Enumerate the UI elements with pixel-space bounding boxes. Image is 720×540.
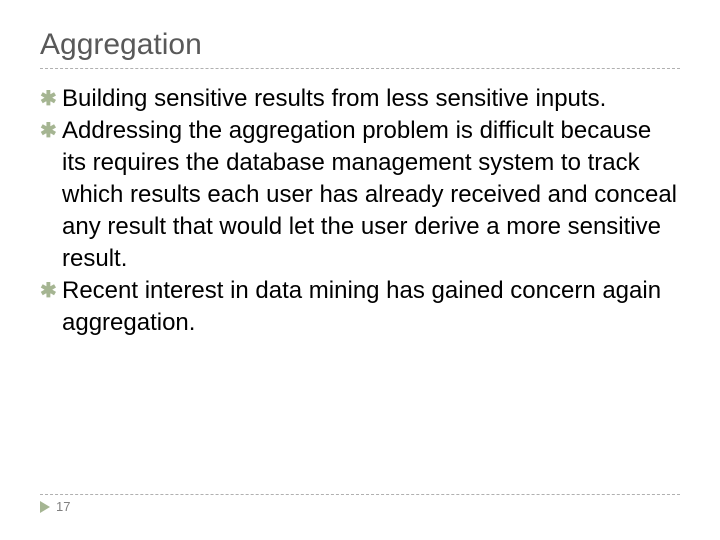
footer-row: 17 xyxy=(40,499,680,514)
slide-footer: 17 xyxy=(40,494,680,514)
bullet-item: ✱ Recent interest in data mining has gai… xyxy=(40,275,680,339)
footer-divider xyxy=(40,494,680,495)
slide: Aggregation ✱ Building sensitive results… xyxy=(0,0,720,540)
page-number: 17 xyxy=(56,499,70,514)
bullet-item: ✱ Building sensitive results from less s… xyxy=(40,83,680,115)
bullet-list: ✱ Building sensitive results from less s… xyxy=(40,83,680,339)
page-marker-icon xyxy=(40,501,50,513)
bullet-text: Building sensitive results from less sen… xyxy=(62,83,680,115)
bullet-marker-icon: ✱ xyxy=(40,83,62,115)
bullet-text: Addressing the aggregation problem is di… xyxy=(62,115,680,275)
title-divider xyxy=(40,68,680,69)
bullet-marker-icon: ✱ xyxy=(40,115,62,147)
bullet-marker-icon: ✱ xyxy=(40,275,62,307)
slide-title: Aggregation xyxy=(40,28,680,62)
bullet-text: Recent interest in data mining has gaine… xyxy=(62,275,680,339)
bullet-item: ✱ Addressing the aggregation problem is … xyxy=(40,115,680,275)
